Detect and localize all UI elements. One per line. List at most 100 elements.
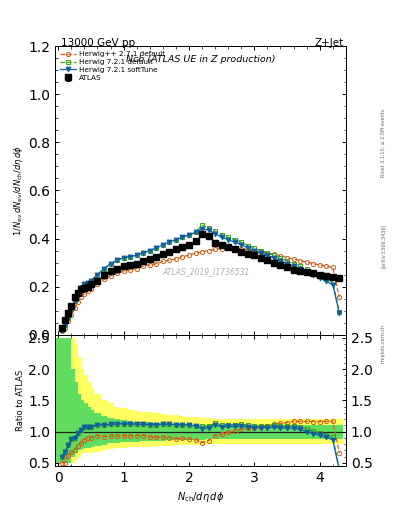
Bar bbox=[219, 419, 225, 444]
Bar bbox=[147, 422, 153, 441]
Bar bbox=[336, 425, 343, 439]
Bar bbox=[186, 424, 192, 440]
Bar bbox=[225, 425, 231, 439]
Bar bbox=[114, 419, 120, 443]
Text: Nch (ATLAS UE in Z production): Nch (ATLAS UE in Z production) bbox=[126, 55, 275, 63]
Bar bbox=[251, 419, 258, 444]
Bar bbox=[244, 419, 251, 444]
Bar bbox=[65, 338, 72, 463]
Bar bbox=[127, 410, 134, 447]
Bar bbox=[290, 425, 297, 439]
Bar bbox=[310, 425, 316, 439]
Bar bbox=[179, 416, 186, 445]
Text: Z+Jet: Z+Jet bbox=[315, 38, 344, 49]
Y-axis label: Ratio to ATLAS: Ratio to ATLAS bbox=[17, 370, 26, 431]
Bar bbox=[55, 338, 62, 463]
Bar bbox=[316, 425, 323, 439]
Bar bbox=[58, 338, 65, 463]
Bar bbox=[127, 421, 134, 441]
Bar bbox=[179, 424, 186, 440]
Bar bbox=[68, 369, 75, 457]
Bar bbox=[244, 425, 251, 439]
Bar bbox=[277, 425, 284, 439]
Bar bbox=[290, 419, 297, 444]
Bar bbox=[55, 338, 62, 463]
Bar bbox=[94, 413, 101, 446]
Bar bbox=[114, 407, 120, 449]
Bar bbox=[160, 423, 166, 441]
Bar bbox=[140, 412, 147, 446]
Bar bbox=[231, 419, 238, 444]
Bar bbox=[94, 394, 101, 452]
Bar bbox=[81, 375, 88, 454]
Bar bbox=[68, 338, 75, 463]
Text: ATLAS_2019_I1736531: ATLAS_2019_I1736531 bbox=[163, 267, 250, 276]
Bar bbox=[107, 403, 114, 449]
Bar bbox=[134, 421, 140, 441]
Bar bbox=[258, 419, 264, 444]
Bar bbox=[199, 425, 205, 440]
Bar bbox=[238, 419, 244, 444]
Bar bbox=[72, 381, 78, 454]
Bar bbox=[192, 417, 199, 445]
Bar bbox=[153, 423, 160, 441]
Bar bbox=[329, 425, 336, 439]
Text: 13000 GeV pp: 13000 GeV pp bbox=[61, 38, 135, 49]
Bar bbox=[78, 369, 84, 454]
Bar bbox=[271, 425, 277, 439]
Bar bbox=[316, 419, 323, 444]
Bar bbox=[219, 425, 225, 439]
Bar bbox=[58, 338, 65, 463]
Bar bbox=[329, 419, 336, 444]
Bar bbox=[297, 419, 303, 444]
Bar bbox=[186, 417, 192, 445]
Bar bbox=[258, 425, 264, 439]
Bar bbox=[284, 419, 290, 444]
Bar bbox=[199, 418, 205, 445]
Bar bbox=[140, 422, 147, 441]
Bar bbox=[88, 388, 94, 454]
Bar bbox=[238, 425, 244, 439]
Bar bbox=[231, 425, 238, 439]
Bar bbox=[336, 419, 343, 444]
Bar bbox=[107, 418, 114, 443]
Bar bbox=[264, 425, 271, 439]
Bar bbox=[212, 425, 219, 439]
Legend: Herwig++ 2.7.1 default, Herwig 7.2.1 default, Herwig 7.2.1 softTune, ATLAS: Herwig++ 2.7.1 default, Herwig 7.2.1 def… bbox=[59, 50, 166, 82]
Bar bbox=[323, 425, 329, 439]
Bar bbox=[62, 338, 68, 463]
Bar bbox=[166, 424, 173, 440]
X-axis label: $N_\mathrm{ch}/d\eta\,d\phi$: $N_\mathrm{ch}/d\eta\,d\phi$ bbox=[177, 490, 224, 504]
Bar bbox=[166, 415, 173, 446]
Bar bbox=[84, 407, 91, 448]
Bar bbox=[303, 419, 310, 444]
Bar bbox=[225, 419, 231, 444]
Bar bbox=[147, 412, 153, 446]
Bar bbox=[84, 381, 91, 454]
Bar bbox=[75, 356, 81, 457]
Text: Rivet 3.1.10, ≥ 2.5M events: Rivet 3.1.10, ≥ 2.5M events bbox=[381, 109, 386, 178]
Bar bbox=[205, 425, 212, 439]
Bar bbox=[271, 419, 277, 444]
Bar bbox=[78, 400, 84, 449]
Bar bbox=[160, 414, 166, 446]
Bar bbox=[65, 338, 72, 463]
Bar bbox=[192, 425, 199, 440]
Bar bbox=[101, 416, 107, 445]
Bar bbox=[264, 419, 271, 444]
Bar bbox=[75, 394, 81, 450]
Bar bbox=[173, 424, 179, 440]
Bar bbox=[72, 344, 78, 460]
Text: [arXiv:1306.3436]: [arXiv:1306.3436] bbox=[381, 224, 386, 268]
Bar bbox=[120, 408, 127, 448]
Bar bbox=[62, 338, 68, 463]
Text: mcplots.cern.ch: mcplots.cern.ch bbox=[381, 324, 386, 362]
Bar bbox=[173, 415, 179, 445]
Bar bbox=[101, 400, 107, 450]
Bar bbox=[284, 425, 290, 439]
Bar bbox=[310, 419, 316, 444]
Bar bbox=[134, 411, 140, 447]
Bar bbox=[277, 419, 284, 444]
Bar bbox=[251, 425, 258, 439]
Bar bbox=[205, 418, 212, 444]
